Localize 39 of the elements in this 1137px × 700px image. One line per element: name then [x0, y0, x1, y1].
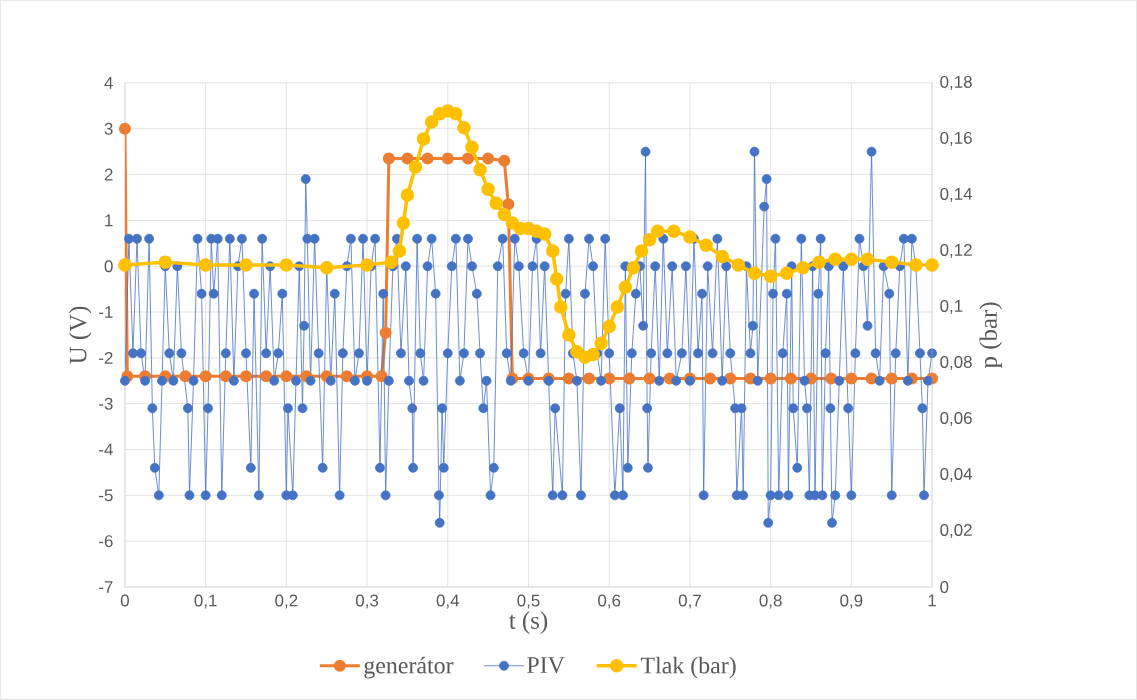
legend-label: generátor — [364, 656, 454, 679]
y2-tick-label: 0,18 — [940, 75, 972, 90]
y2-tick-label: 0,04 — [940, 468, 973, 483]
y2-tick-label: 0 — [940, 581, 949, 594]
x-tick-label: 0,8 — [759, 594, 782, 609]
y2-tick-label: 0,14 — [940, 187, 973, 202]
legend-label: PIV — [527, 657, 565, 674]
y2-tick-label: 0,08 — [940, 355, 972, 370]
x-tick-label: 0,5 — [517, 594, 540, 609]
y-tick-label: 2 — [104, 168, 113, 181]
y2-axis-title: p (bar) — [979, 302, 1002, 369]
y-tick-label: 4 — [104, 77, 113, 89]
y-tick-label: -5 — [99, 489, 113, 502]
x-tick-label: 1 — [928, 594, 936, 607]
y2-tick-label: 0,06 — [940, 412, 972, 427]
x-tick-label: 0,4 — [436, 594, 460, 609]
legend-label: Tlak (bar) — [640, 656, 736, 679]
y2-tick-label: 0,1 — [940, 299, 963, 314]
y-tick-label: 3 — [104, 122, 113, 135]
y-tick-label: -2 — [99, 351, 113, 364]
y-axis-title: U (V) — [68, 306, 92, 364]
y-tick-label: 1 — [105, 214, 113, 227]
y-tick-label: -3 — [99, 397, 113, 410]
x-tick-label: 0,9 — [840, 594, 863, 609]
y-tick-label: -7 — [99, 581, 113, 593]
x-tick-label: 0,1 — [194, 594, 217, 609]
y2-tick-label: 0,12 — [940, 243, 972, 258]
x-tick-label: 0,2 — [275, 594, 298, 609]
y-tick-label: -4 — [99, 443, 113, 456]
y-tick-label: -1 — [99, 306, 113, 318]
y-tick-label: 0 — [104, 260, 113, 273]
x-tick-label: 0 — [120, 594, 129, 607]
y2-tick-label: 0,16 — [940, 131, 972, 146]
y2-tick-label: 0,02 — [940, 524, 972, 539]
x-tick-label: 0,3 — [355, 594, 379, 609]
x-tick-label: 0,7 — [678, 594, 701, 609]
x-tick-label: 0,6 — [598, 594, 621, 609]
x-axis-title: t (s) — [509, 611, 548, 634]
y-tick-label: -6 — [99, 535, 113, 548]
